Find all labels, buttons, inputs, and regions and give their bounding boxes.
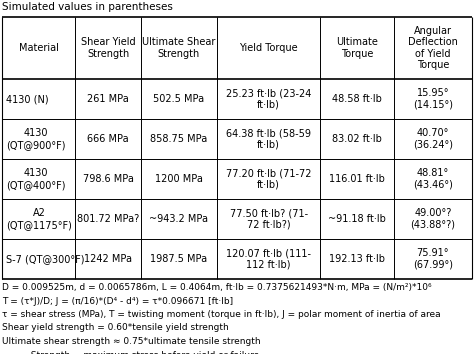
Text: 192.13 ft·lb: 192.13 ft·lb xyxy=(329,254,385,264)
Text: τ = shear stress (MPa), T = twisting moment (torque in ft·lb), J = polar moment : τ = shear stress (MPa), T = twisting mom… xyxy=(2,310,441,319)
Text: 116.01 ft·lb: 116.01 ft·lb xyxy=(329,174,385,184)
Text: T = (τ*J)/D; J = (π/16)*(D⁴ - d⁴) = τ*0.096671 [ft·lb]: T = (τ*J)/D; J = (π/16)*(D⁴ - d⁴) = τ*0.… xyxy=(2,297,233,306)
Text: 261 MPa: 261 MPa xyxy=(87,94,129,104)
Text: 858.75 MPa: 858.75 MPa xyxy=(150,134,208,144)
Text: 40.70°
(36.24°): 40.70° (36.24°) xyxy=(413,128,453,150)
Text: Shear Yield
Strength: Shear Yield Strength xyxy=(81,37,136,59)
Text: ~943.2 MPa: ~943.2 MPa xyxy=(149,214,209,224)
Text: 1200 MPa: 1200 MPa xyxy=(155,174,203,184)
Text: 666 MPa: 666 MPa xyxy=(87,134,129,144)
Text: Simulated values in parentheses: Simulated values in parentheses xyxy=(2,2,173,12)
Text: ~91.18 ft·lb: ~91.18 ft·lb xyxy=(328,214,386,224)
Text: 15.95°
(14.15°): 15.95° (14.15°) xyxy=(413,88,453,110)
Text: Ultimate Shear
Strength: Ultimate Shear Strength xyxy=(142,37,216,59)
Text: 75.91°
(67.99°): 75.91° (67.99°) xyxy=(413,248,453,270)
Text: 77.50 ft·lb? (71-
72 ft·lb?): 77.50 ft·lb? (71- 72 ft·lb?) xyxy=(229,208,308,230)
Text: 4130 (N): 4130 (N) xyxy=(6,94,49,104)
Text: Yield Torque: Yield Torque xyxy=(239,43,298,53)
Text: 77.20 ft·lb (71-72
ft·lb): 77.20 ft·lb (71-72 ft·lb) xyxy=(226,168,311,190)
Text: D = 0.009525m, d = 0.0065786m, L = 0.4064m, ft·lb = 0.7375621493*N·m, MPa = (N/m: D = 0.009525m, d = 0.0065786m, L = 0.406… xyxy=(2,283,432,292)
Text: A2
(QT@1175°F): A2 (QT@1175°F) xyxy=(6,208,72,230)
Text: 4130
(QT@400°F): 4130 (QT@400°F) xyxy=(6,168,65,190)
Text: 48.58 ft·lb: 48.58 ft·lb xyxy=(332,94,382,104)
Text: 25.23 ft·lb (23-24
ft·lb): 25.23 ft·lb (23-24 ft·lb) xyxy=(226,88,311,110)
Text: 64.38 ft·lb (58-59
ft·lb): 64.38 ft·lb (58-59 ft·lb) xyxy=(226,128,311,150)
Text: 120.07 ft·lb (111-
112 ft·lb): 120.07 ft·lb (111- 112 ft·lb) xyxy=(226,248,311,270)
Text: 83.02 ft·lb: 83.02 ft·lb xyxy=(332,134,382,144)
Text: 48.81°
(43.46°): 48.81° (43.46°) xyxy=(413,168,453,190)
Text: 49.00°?
(43.88°?): 49.00°? (43.88°?) xyxy=(410,208,456,230)
Text: Shear yield strength = 0.60*tensile yield strength: Shear yield strength = 0.60*tensile yiel… xyxy=(2,324,229,332)
Text: Ultimate shear strength ≈ 0.75*ultimate tensile strength: Ultimate shear strength ≈ 0.75*ultimate … xyxy=(2,337,261,346)
Text: -    Strength = maximum stress before yield or failure: - Strength = maximum stress before yield… xyxy=(16,350,259,354)
Text: Material: Material xyxy=(18,43,59,53)
Text: 4130
(QT@900°F): 4130 (QT@900°F) xyxy=(6,128,65,150)
Text: 1987.5 MPa: 1987.5 MPa xyxy=(150,254,208,264)
Text: S-7 (QT@300°F): S-7 (QT@300°F) xyxy=(6,254,84,264)
Text: Angular
Deflection
of Yield
Torque: Angular Deflection of Yield Torque xyxy=(408,25,458,70)
Text: 502.5 MPa: 502.5 MPa xyxy=(153,94,204,104)
Text: 798.6 MPa: 798.6 MPa xyxy=(82,174,134,184)
Text: 801.72 MPa?: 801.72 MPa? xyxy=(77,214,139,224)
Text: Ultimate
Torque: Ultimate Torque xyxy=(336,37,378,59)
Text: 1242 MPa: 1242 MPa xyxy=(84,254,132,264)
